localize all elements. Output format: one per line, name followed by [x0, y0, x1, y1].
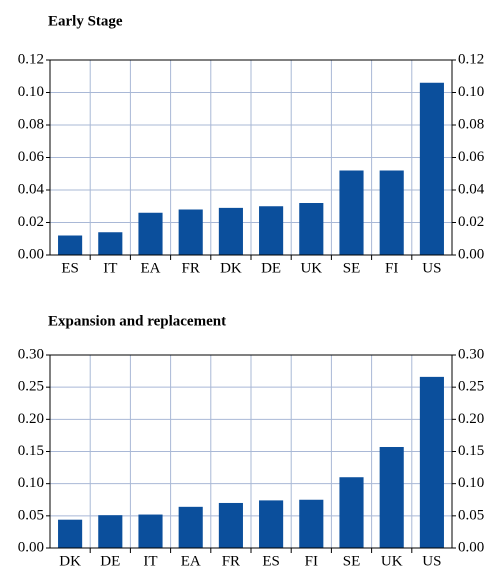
- y-tick-label: 0.25: [18, 379, 44, 395]
- chart-title: Early Stage: [48, 13, 123, 29]
- x-tick-label: SE: [343, 260, 361, 276]
- y2-tick-label: 0.06: [458, 149, 485, 165]
- x-tick-label: US: [422, 260, 441, 276]
- bar: [58, 519, 83, 548]
- bar: [379, 446, 404, 548]
- bar: [218, 207, 243, 255]
- y2-tick-label: 0.25: [458, 379, 484, 395]
- bar: [339, 170, 364, 255]
- x-tick-label: DE: [100, 553, 120, 569]
- y-tick-label: 0.00: [18, 246, 44, 262]
- y-tick-label: 0.00: [18, 539, 44, 555]
- y2-tick-label: 0.10: [458, 475, 484, 491]
- y-tick-label: 0.12: [18, 51, 44, 67]
- y2-tick-label: 0.08: [458, 116, 484, 132]
- bar: [419, 82, 444, 255]
- bar: [299, 203, 324, 255]
- bar: [379, 170, 404, 255]
- plot-frame: [49, 59, 453, 256]
- y-tick-label: 0.30: [18, 346, 44, 362]
- x-tick-label: ES: [61, 260, 79, 276]
- y2-tick-label: 0.20: [458, 411, 484, 427]
- bar: [98, 515, 123, 548]
- bar: [138, 212, 163, 255]
- bar: [178, 506, 203, 548]
- y2-tick-label: 0.15: [458, 443, 484, 459]
- x-tick-label: DE: [261, 260, 281, 276]
- x-tick-label: US: [422, 553, 441, 569]
- y2-tick-label: 0.00: [458, 246, 484, 262]
- y2-tick-label: 0.02: [458, 214, 484, 230]
- x-tick-label: DK: [59, 553, 81, 569]
- bar: [178, 209, 203, 255]
- bar: [299, 499, 324, 548]
- y-tick-label: 0.10: [18, 84, 44, 100]
- x-tick-label: FR: [222, 553, 240, 569]
- y-tick-label: 0.06: [18, 149, 45, 165]
- bar: [259, 500, 284, 548]
- bar: [58, 235, 83, 255]
- x-tick-label: EA: [141, 260, 161, 276]
- y2-tick-label: 0.10: [458, 84, 484, 100]
- y2-tick-label: 0.04: [458, 181, 485, 197]
- x-tick-label: ES: [262, 553, 280, 569]
- x-tick-label: UK: [300, 260, 322, 276]
- y-tick-label: 0.10: [18, 475, 44, 491]
- y-tick-label: 0.20: [18, 411, 44, 427]
- x-tick-label: DK: [220, 260, 242, 276]
- y-tick-label: 0.15: [18, 443, 44, 459]
- x-tick-label: FI: [385, 260, 398, 276]
- x-tick-label: EA: [181, 553, 201, 569]
- y2-tick-label: 0.30: [458, 346, 484, 362]
- chart-title: Expansion and replacement: [48, 313, 226, 329]
- y-tick-label: 0.02: [18, 214, 44, 230]
- y-tick-label: 0.08: [18, 116, 44, 132]
- bar: [419, 376, 444, 548]
- bar: [218, 502, 243, 548]
- y-tick-label: 0.05: [18, 507, 44, 523]
- y-tick-label: 0.04: [18, 181, 45, 197]
- y2-tick-label: 0.00: [458, 539, 484, 555]
- x-tick-label: IT: [143, 553, 157, 569]
- x-tick-label: UK: [381, 553, 403, 569]
- x-tick-label: SE: [343, 553, 361, 569]
- plot-frame: [49, 354, 453, 549]
- x-tick-label: FR: [182, 260, 200, 276]
- bar: [259, 206, 284, 255]
- y2-tick-label: 0.12: [458, 51, 484, 67]
- bar: [98, 232, 123, 255]
- x-tick-label: IT: [103, 260, 117, 276]
- x-tick-label: FI: [305, 553, 318, 569]
- bar: [138, 514, 163, 548]
- bar: [339, 477, 364, 548]
- y2-tick-label: 0.05: [458, 507, 484, 523]
